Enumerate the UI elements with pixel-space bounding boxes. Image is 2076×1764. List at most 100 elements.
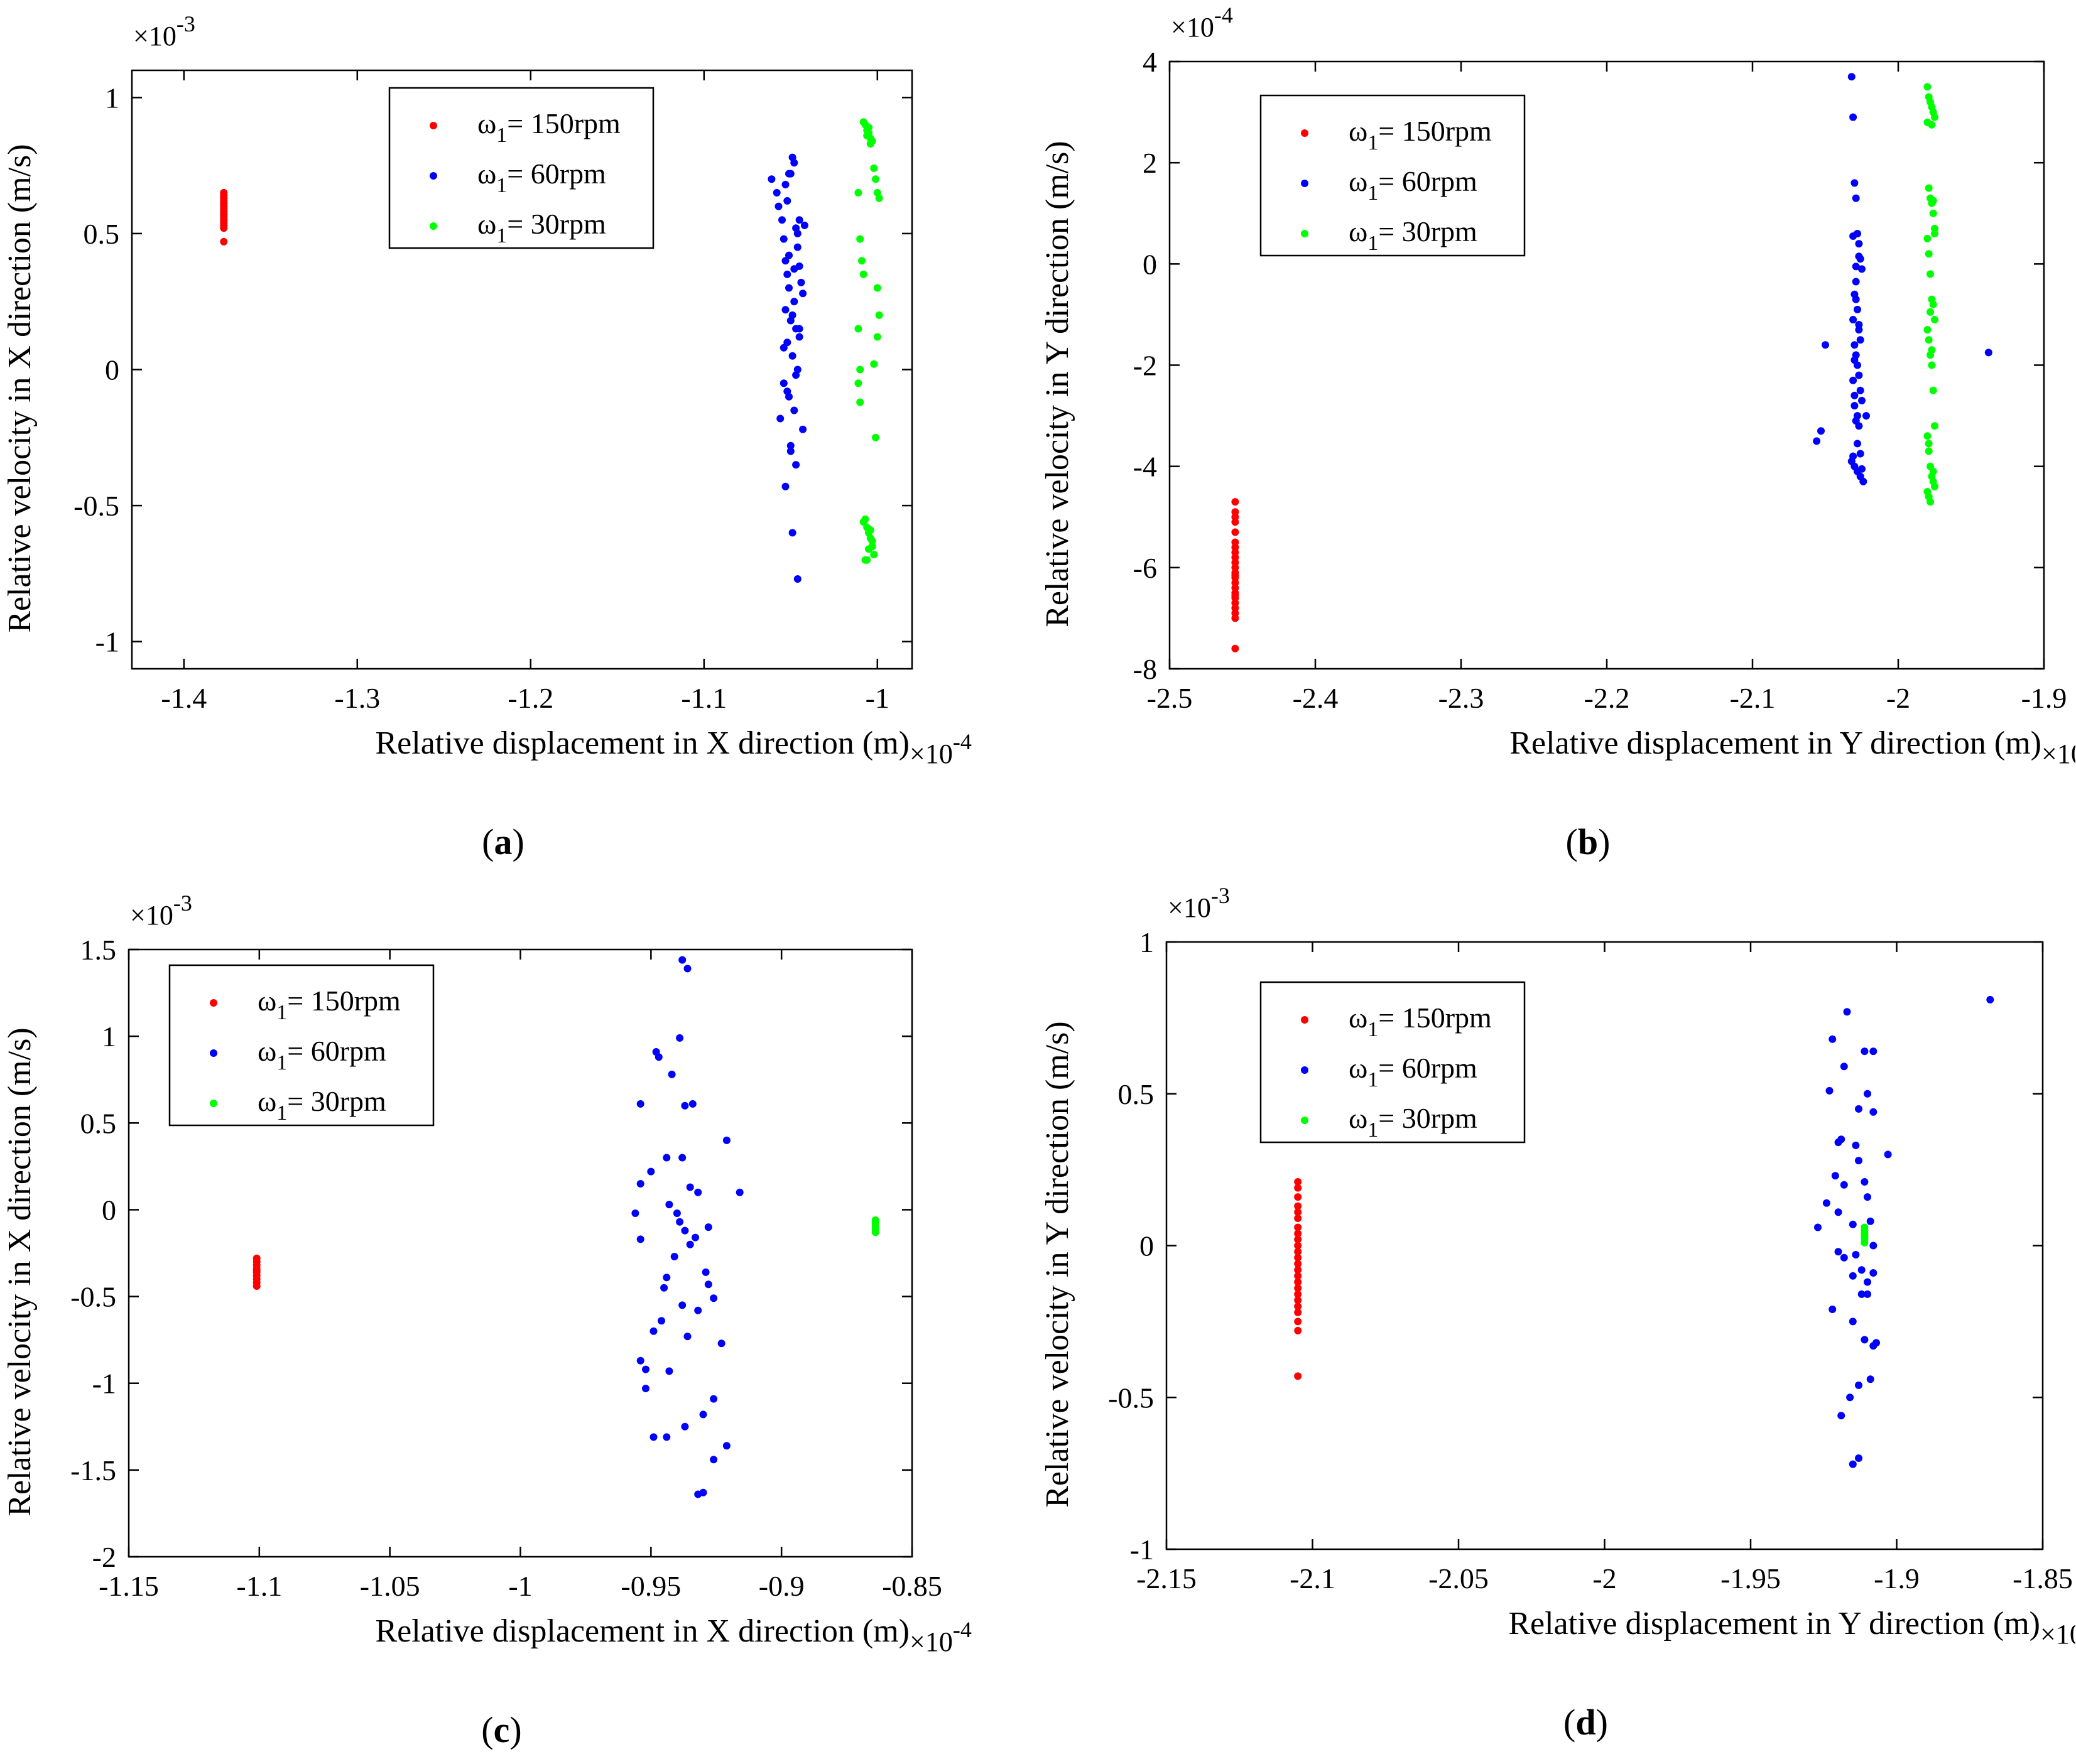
- data-point: [1852, 295, 1860, 303]
- data-point: [1850, 341, 1859, 349]
- data-point: [1855, 1157, 1862, 1165]
- data-point: [1861, 1223, 1869, 1231]
- data-point: [786, 447, 795, 455]
- x-tick-label: -1.9: [2021, 682, 2067, 714]
- data-point: [704, 1280, 712, 1289]
- data-point: [1294, 1296, 1302, 1304]
- data-point: [253, 1282, 261, 1290]
- y-tick-label: -2: [92, 1541, 116, 1573]
- y-tick-label: 2: [1143, 147, 1157, 179]
- data-point: [694, 1306, 702, 1314]
- data-point: [1852, 262, 1860, 271]
- legend-label: ω1= 30rpm: [477, 208, 606, 247]
- data-point: [875, 311, 883, 319]
- data-point: [1849, 1272, 1857, 1280]
- legend-box: [1259, 94, 1526, 257]
- legend-label: ω1= 150rpm: [1349, 115, 1492, 154]
- x-tick-label: -2: [1592, 1562, 1616, 1594]
- legend-box: [1259, 981, 1526, 1144]
- data-point: [781, 306, 790, 314]
- y-axis-label: Relative velocity in Y direction (m/s): [1040, 141, 1075, 627]
- legend-label: ω1= 30rpm: [258, 1085, 386, 1125]
- x-tick-label: -2.05: [1428, 1562, 1489, 1594]
- data-point: [1294, 1278, 1302, 1286]
- data-point: [1856, 386, 1864, 394]
- y-tick-label: -1: [92, 1368, 116, 1400]
- legend-label: ω1= 60rpm: [1349, 1052, 1477, 1091]
- y-tick-label: 1.5: [80, 934, 117, 966]
- data-point: [676, 1034, 684, 1042]
- series-2: [871, 1216, 879, 1236]
- data-point: [768, 175, 776, 183]
- data-point: [774, 202, 783, 210]
- x-tick-label: -1.3: [334, 682, 380, 714]
- data-point: [1858, 396, 1866, 404]
- data-point: [1862, 412, 1870, 420]
- data-point: [1866, 1375, 1874, 1383]
- legend-marker: [1301, 1117, 1308, 1124]
- data-point: [854, 379, 862, 387]
- data-point: [1928, 121, 1936, 129]
- data-point: [1231, 592, 1239, 600]
- data-point: [220, 210, 228, 219]
- data-point: [1861, 1336, 1869, 1344]
- panel-b: -2.5 -2.4 -2.3 -2.2 -2.1 -2 -1.9 -8 -6 -4 -2 0 2 4 ×10…: [1038, 0, 2076, 884]
- data-point: [793, 575, 802, 583]
- data-point: [1928, 346, 1936, 354]
- x-tick-label: -2.1: [1290, 1562, 1335, 1594]
- data-point: [781, 180, 790, 188]
- data-point: [1829, 1306, 1837, 1313]
- series-1: [1813, 73, 1992, 485]
- data-point: [1927, 498, 1934, 506]
- data-point: [1858, 465, 1866, 473]
- data-point: [1850, 391, 1859, 399]
- data-point: [1852, 1251, 1860, 1258]
- series-0: [220, 188, 228, 246]
- data-point: [1294, 1308, 1302, 1316]
- legend-marker: [1301, 1066, 1308, 1074]
- data-point: [1294, 1318, 1302, 1326]
- x-tick-label: -1: [508, 1570, 532, 1602]
- y-tick-label: -0.5: [73, 490, 119, 522]
- data-point: [1840, 1181, 1848, 1189]
- data-point: [1846, 1393, 1854, 1402]
- x-tick-label: -1.15: [99, 1570, 159, 1602]
- data-point: [736, 1188, 744, 1196]
- data-point: [792, 371, 800, 379]
- data-point: [780, 235, 788, 243]
- data-point: [668, 1070, 676, 1078]
- data-point: [1928, 361, 1936, 369]
- data-point: [663, 1274, 671, 1282]
- series-1: [768, 153, 808, 583]
- legend-marker: [210, 1049, 217, 1057]
- data-point: [1294, 1193, 1302, 1201]
- x-tick-label: -1.1: [236, 1570, 282, 1602]
- legend-label: ω1= 60rpm: [258, 1035, 386, 1074]
- legend-label: ω1= 30rpm: [1349, 1102, 1477, 1142]
- legend-marker: [430, 172, 437, 180]
- data-point: [1294, 1284, 1302, 1292]
- data-point: [1866, 1217, 1874, 1225]
- x-tick-label: -2.2: [1584, 682, 1630, 714]
- data-point: [220, 237, 228, 246]
- data-point: [704, 1223, 712, 1231]
- data-point: [1294, 1326, 1302, 1334]
- panel-caption: (d): [1563, 1702, 1608, 1743]
- data-point: [1855, 1381, 1862, 1389]
- data-point: [870, 360, 878, 368]
- data-point: [1843, 1008, 1851, 1016]
- data-point: [871, 1228, 879, 1236]
- panel-caption: (a): [482, 821, 524, 862]
- data-point: [1231, 548, 1239, 556]
- data-point: [220, 200, 228, 208]
- data-point: [678, 1154, 687, 1162]
- data-point: [854, 188, 862, 197]
- data-point: [865, 545, 872, 553]
- data-point: [1927, 270, 1934, 278]
- data-point: [1294, 1235, 1302, 1243]
- panel-caption: (b): [1566, 821, 1611, 862]
- legend-label: ω1= 30rpm: [1349, 215, 1477, 255]
- y-axis-multiplier: ×10-3: [1168, 883, 1230, 923]
- data-point: [788, 529, 796, 537]
- legend-marker: [210, 999, 217, 1007]
